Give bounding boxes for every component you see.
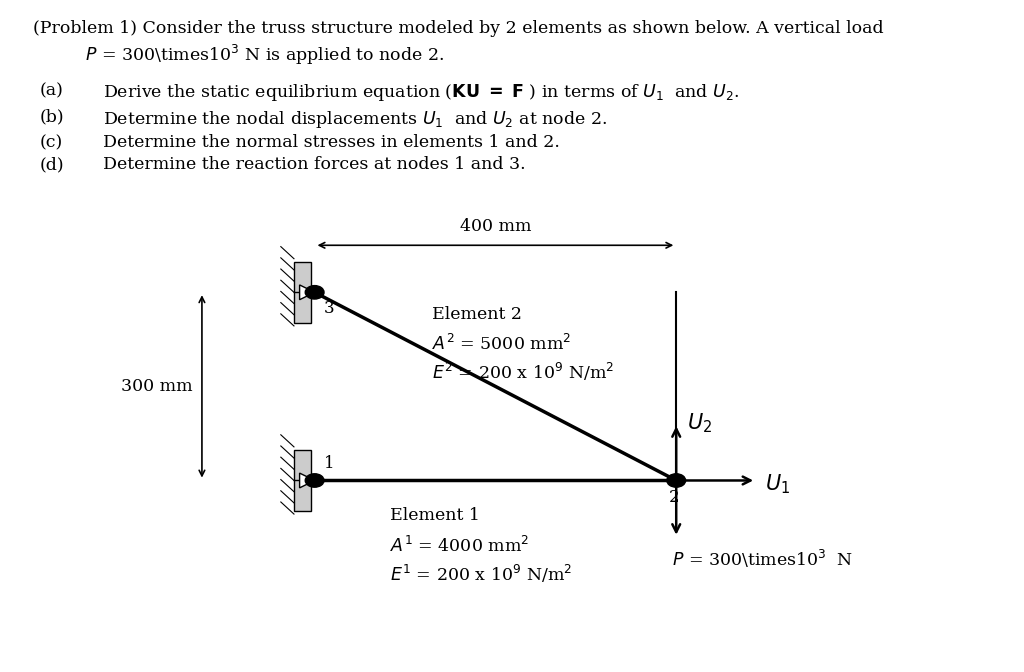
Text: $P$ = 300\times10$^{3}$ N is applied to node 2.: $P$ = 300\times10$^{3}$ N is applied to … <box>85 43 443 67</box>
Circle shape <box>305 474 324 487</box>
Text: (c): (c) <box>40 134 62 151</box>
Text: Determine the normal stresses in elements 1 and 2.: Determine the normal stresses in element… <box>103 134 560 151</box>
Bar <box>294 450 311 511</box>
Text: Element 1: Element 1 <box>390 507 479 524</box>
Bar <box>294 262 311 323</box>
Text: $E^1$ = 200 x 10$^9$ N/m$^2$: $E^1$ = 200 x 10$^9$ N/m$^2$ <box>390 562 572 585</box>
Text: 3: 3 <box>324 300 335 317</box>
Text: (b): (b) <box>40 109 65 126</box>
Text: 300 mm: 300 mm <box>121 378 193 395</box>
Text: (d): (d) <box>40 156 65 173</box>
Text: $A^1$ = 4000 mm$^2$: $A^1$ = 4000 mm$^2$ <box>390 536 529 556</box>
Text: $P$ = 300\times10$^{3}$  N: $P$ = 300\times10$^{3}$ N <box>672 548 853 570</box>
Text: Derive the static equilibrium equation ($\mathbf{KU}$ $\mathbf{=}$ $\mathbf{F}$ : Derive the static equilibrium equation (… <box>103 82 739 103</box>
Text: (Problem 1) Consider the truss structure modeled by 2 elements as shown below. A: (Problem 1) Consider the truss structure… <box>33 20 884 37</box>
Text: $U_1$: $U_1$ <box>766 472 791 496</box>
Text: 2: 2 <box>669 489 679 505</box>
Text: (a): (a) <box>40 82 63 99</box>
Circle shape <box>305 286 324 299</box>
Text: Element 2: Element 2 <box>432 306 522 323</box>
Text: 400 mm: 400 mm <box>460 218 531 235</box>
Text: Determine the nodal displacements $U_1$  and $U_2$ at node 2.: Determine the nodal displacements $U_1$ … <box>103 109 607 130</box>
Text: Determine the reaction forces at nodes 1 and 3.: Determine the reaction forces at nodes 1… <box>103 156 526 173</box>
Text: $A^2$ = 5000 mm$^2$: $A^2$ = 5000 mm$^2$ <box>432 334 571 354</box>
Polygon shape <box>300 473 314 488</box>
Polygon shape <box>300 285 314 300</box>
Circle shape <box>667 474 686 487</box>
Text: $U_2$: $U_2$ <box>687 411 713 435</box>
Text: $E^2$ = 200 x 10$^9$ N/m$^2$: $E^2$ = 200 x 10$^9$ N/m$^2$ <box>432 361 614 383</box>
Text: 1: 1 <box>324 456 335 472</box>
